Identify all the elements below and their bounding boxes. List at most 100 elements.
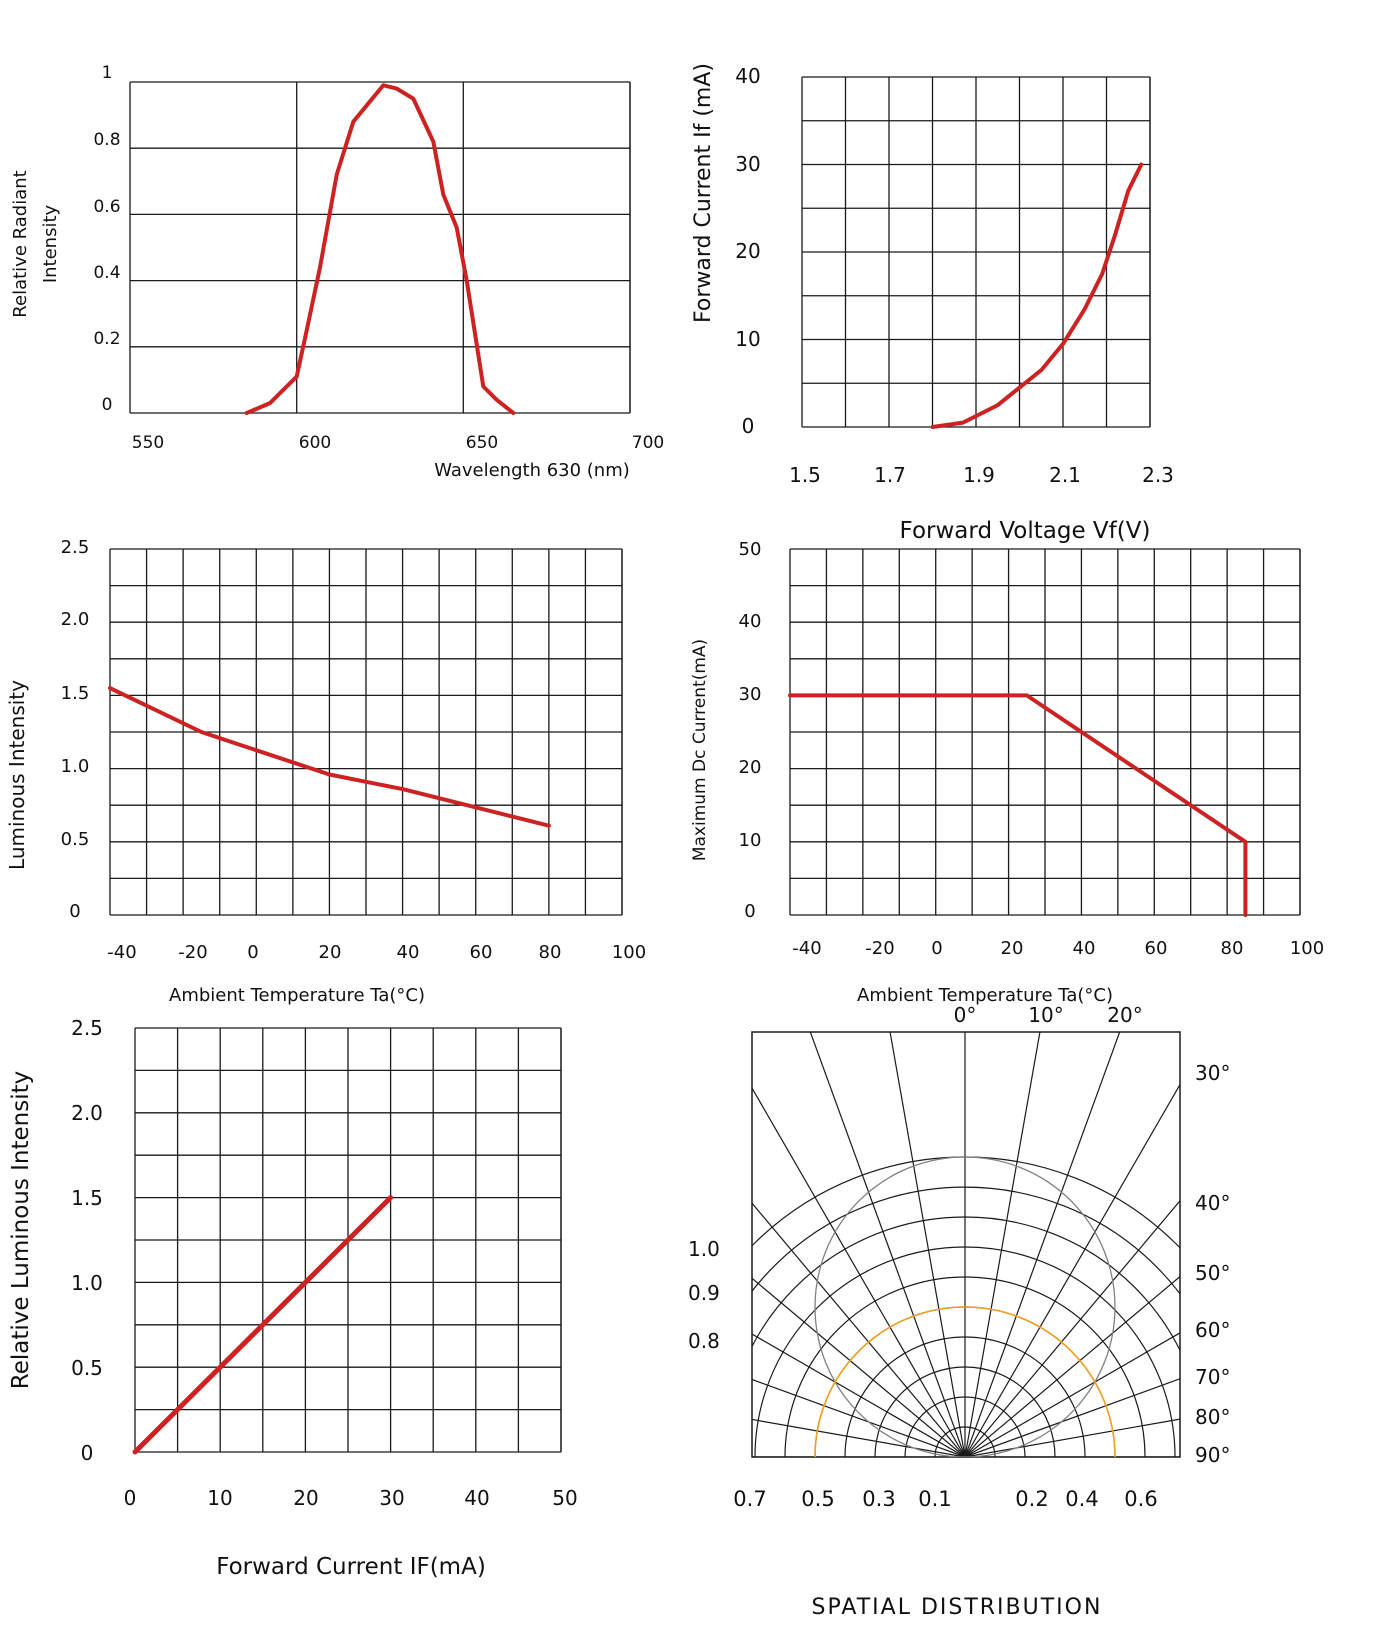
polar-arc [844, 1336, 1086, 1457]
polar-radial-line [964, 1418, 1180, 1457]
y-tick-label: 2.0 [61, 609, 90, 630]
chart-temp-luminous: -40 -20 0 20 40 60 80 100 0 0.5 1.0 1.5 2.0 2.5 Ambien… [5, 537, 646, 1006]
x-tick-label: -20 [178, 942, 207, 963]
y-tick-label: 0.4 [93, 263, 120, 283]
x-tick-label: 20 [293, 1486, 318, 1510]
grid [789, 548, 1301, 916]
x-tick-label: 30 [379, 1486, 404, 1510]
y-tick-label: 1 [102, 63, 113, 83]
y-tick-label: 0 [742, 414, 755, 438]
radial-label: 0.6 [1124, 1487, 1157, 1511]
y-tick-label: 0 [744, 901, 755, 922]
polar-radial-line [752, 1277, 966, 1457]
x-tick-label: 60 [470, 942, 493, 963]
x-tick-label: 1.9 [963, 463, 995, 487]
x-tick-label: 600 [299, 433, 331, 453]
x-tick-label: 40 [1073, 938, 1096, 959]
x-tick-label: 80 [539, 942, 562, 963]
radial-label: 0.4 [1065, 1487, 1098, 1511]
polar-radial-line [752, 1418, 966, 1457]
chart-title: SPATIAL DISTRIBUTION [812, 1595, 1103, 1620]
y-tick-label: 1.5 [61, 683, 90, 704]
angle-label: 50° [1195, 1261, 1230, 1285]
y-tick-label: 0.6 [93, 197, 120, 217]
y-tick-label: 2.5 [71, 1016, 103, 1040]
y-axis-label: Maximum Dc Current(mA) [690, 639, 710, 861]
polar-radial-line [752, 1086, 966, 1457]
angle-label: 30° [1195, 1061, 1230, 1085]
y-tick-label: 20 [739, 757, 762, 778]
angle-label: 80° [1195, 1405, 1230, 1429]
data-line [108, 686, 551, 828]
polar-arc [752, 1186, 1180, 1295]
x-axis-label: Forward Current IF(mA) [216, 1554, 486, 1580]
polar-grid [752, 1032, 1180, 1457]
x-tick-label: 10 [207, 1486, 232, 1510]
radial-label: 0.7 [733, 1487, 766, 1511]
polar-arc [934, 1426, 996, 1457]
polar-radial-line [889, 1032, 966, 1457]
y-tick-label: 0 [102, 395, 113, 415]
chart-iv-curve: 1.5 1.7 1.9 2.1 2.3 0 10 20 30 40 Forward Voltage … [691, 63, 1174, 544]
data-line [244, 83, 516, 415]
x-tick-label: 550 [132, 433, 164, 453]
radial-label: 0.9 [688, 1281, 720, 1305]
y-axis-label: Forward Current If (mA) [691, 63, 716, 323]
angle-label: 40° [1195, 1191, 1230, 1215]
x-tick-label: 1.7 [874, 463, 906, 487]
x-tick-label: -20 [865, 938, 894, 959]
chart-derating: -40 -20 0 20 40 60 80 100 0 10 20 30 40 50 Ambient Tem… [690, 539, 1324, 1006]
y-tick-label: 2.0 [71, 1101, 103, 1125]
data-line [132, 1195, 394, 1455]
y-axis-label: Relative Radiant [10, 170, 31, 317]
radial-label: 0.3 [862, 1487, 895, 1511]
y-tick-label: 1.0 [61, 756, 90, 777]
x-axis-label: Forward Voltage Vf(V) [900, 518, 1151, 544]
y-tick-label: 20 [735, 239, 760, 263]
grid [134, 1027, 562, 1453]
y-tick-label: 1.0 [71, 1271, 103, 1295]
x-tick-label: 650 [466, 433, 498, 453]
x-tick-label: -40 [792, 938, 821, 959]
polar-radial-line [964, 1083, 1180, 1457]
polar-arc [784, 1276, 1146, 1457]
radial-label: 0.1 [918, 1487, 951, 1511]
y-tick-label: 0.8 [93, 130, 120, 150]
polar-frame [751, 1031, 1181, 1458]
y-tick-label: 10 [739, 830, 762, 851]
x-tick-label: 2.1 [1049, 463, 1081, 487]
x-axis-label: Wavelength 630 (nm) [434, 460, 630, 481]
x-tick-label: 20 [1001, 938, 1024, 959]
radial-label: 0.8 [688, 1329, 720, 1353]
x-tick-label: 20 [319, 942, 342, 963]
x-tick-label: 80 [1221, 938, 1244, 959]
polar-arc [754, 1246, 1176, 1457]
x-tick-label: 1.5 [789, 463, 821, 487]
polar-radial-line [964, 1032, 1041, 1457]
grid [801, 76, 1151, 428]
chart-spatial: 0° 10° 20° 30° 40° 50° 60° 70° 80° 90° 1.0 0.9 0.8 0.… [688, 1003, 1230, 1620]
x-tick-label: 2.3 [1142, 463, 1174, 487]
y-tick-label: 0.5 [71, 1356, 103, 1380]
y-tick-label: 0.5 [61, 829, 90, 850]
data-line [788, 693, 1248, 917]
angle-label: 0° [954, 1003, 977, 1027]
y-axis-label: Intensity [40, 204, 61, 283]
polar-radial-line [964, 1032, 1121, 1457]
angle-label: 60° [1195, 1318, 1230, 1342]
y-tick-label: 10 [735, 327, 760, 351]
x-tick-label: 0 [124, 1486, 137, 1510]
x-tick-label: 100 [1290, 938, 1324, 959]
x-tick-label: 60 [1145, 938, 1168, 959]
polar-radial-line [752, 1202, 966, 1457]
angle-label: 90° [1195, 1443, 1230, 1467]
polar-radial-line [752, 1333, 966, 1457]
y-tick-label: 30 [735, 152, 760, 176]
x-tick-label: 100 [612, 942, 646, 963]
x-tick-label: 700 [632, 433, 664, 453]
x-tick-label: 40 [397, 942, 420, 963]
y-tick-label: 40 [739, 611, 762, 632]
grid [129, 81, 631, 414]
grid [109, 548, 623, 916]
